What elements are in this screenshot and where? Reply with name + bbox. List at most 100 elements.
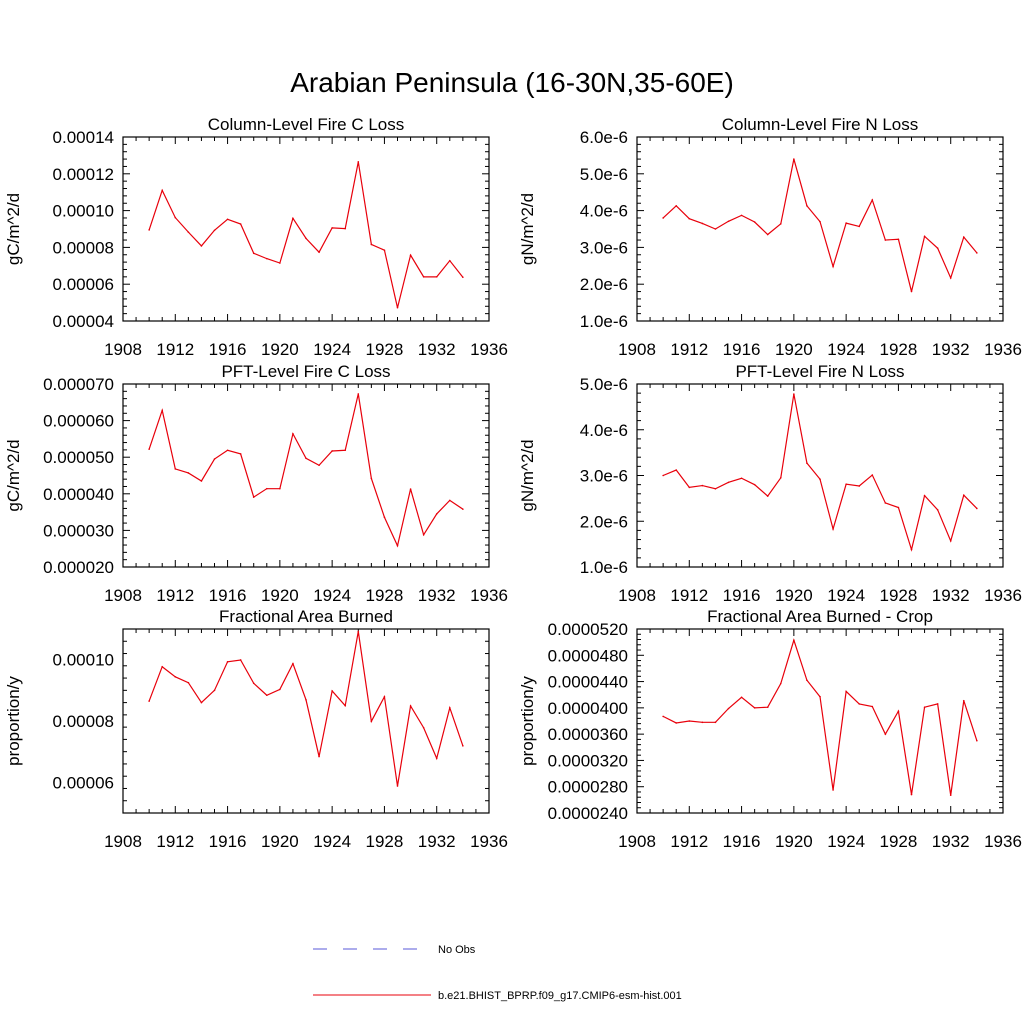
legend: No Obs b.e21.BHIST_BPRP.f09_g17.CMIP6-esm… [313,944,682,1002]
y-tick-label: 0.0000240 [548,804,628,823]
y-tick-label: 0.00010 [53,202,114,221]
chart-panel-3: 1908 1912 1916 1920 1924 1928 1932 1936 0.000020… [4,362,508,605]
data-point [806,462,808,464]
data-point [344,449,347,452]
data-point [779,476,782,479]
data-point [688,720,691,722]
y-tick-label: 0.0000320 [548,751,628,770]
plot-frame [636,136,1004,322]
x-tick-label: 1928 [366,832,404,851]
panel-title: Column-Level Fire N Loss [722,115,919,134]
x-tick-label: 1928 [366,340,404,359]
x-tick-label: 1924 [313,832,351,851]
y-tick-label: 2.0e-6 [580,512,628,531]
legend-label: No Obs [438,944,476,956]
data-point [187,472,190,474]
data-point [396,544,399,547]
data-point [226,661,229,663]
data-point [793,158,795,160]
panel-title: Column-Level Fire C Loss [208,115,405,134]
data-point [793,393,795,395]
x-tick-label: 1916 [209,586,247,605]
data-point [279,262,281,264]
data-point [174,216,177,219]
data-point [370,720,373,723]
data-point [727,481,730,484]
y-tick-label: 5.0e-6 [580,375,628,394]
data-point [858,225,861,228]
y-tick-label: 0.0000440 [548,673,628,692]
series-line [662,393,978,552]
data-point [962,699,965,702]
data-point [383,695,386,698]
data-point [949,794,952,797]
data-point [779,223,782,225]
data-point [701,484,704,487]
data-point [344,227,347,230]
data-point [331,690,333,692]
data-point [793,639,795,641]
data-point [675,205,678,207]
data-point [305,237,307,240]
data-point [396,306,399,309]
data-point [832,265,834,268]
x-tick-label: 1932 [932,586,970,605]
x-tick-label: 1908 [104,832,142,851]
x-tick-label: 1936 [984,586,1022,605]
data-point [435,513,438,515]
data-point [727,220,730,223]
x-tick-label: 1928 [366,586,404,605]
panel-title: PFT-Level Fire N Loss [735,362,904,381]
data-point [766,233,769,236]
data-point [923,706,926,708]
data-point [200,480,203,482]
data-point [897,506,900,509]
data-point [174,468,177,470]
panel-title: PFT-Level Fire C Loss [221,362,390,381]
data-point [740,214,743,217]
x-tick-label: 1932 [418,832,456,851]
data-point [675,469,678,471]
y-axis-label: proportion/y [4,676,23,766]
x-tick-label: 1912 [670,832,708,851]
y-tick-label: 0.000040 [43,485,114,504]
x-tick-label: 1936 [470,340,508,359]
data-point [845,483,847,485]
panel-title: Fractional Area Burned [219,607,393,626]
data-point [701,222,704,225]
x-tick-label: 1920 [775,832,813,851]
x-tick-label: 1936 [984,340,1022,359]
data-point [714,721,717,724]
data-point [662,474,664,477]
data-point [344,704,347,707]
data-point [910,290,913,293]
y-tick-label: 2.0e-6 [580,275,628,294]
x-tick-label: 1912 [156,832,194,851]
x-tick-label: 1924 [313,586,351,605]
data-point [819,695,821,698]
data-point [819,478,821,480]
series-line [148,393,464,548]
data-point [858,703,861,705]
x-tick-label: 1936 [470,832,508,851]
x-tick-label: 1912 [156,586,194,605]
data-point [435,757,438,760]
y-tick-label: 0.00008 [53,238,114,257]
series-line [148,631,464,787]
chart-panel-6: 1908 1912 1916 1920 1924 1928 1932 1936 0.000024… [518,607,1022,851]
x-tick-label: 1916 [723,586,761,605]
data-point [884,502,887,504]
data-point [292,432,294,435]
x-tick-label: 1924 [827,586,865,605]
data-point [936,703,939,705]
data-point [252,252,255,255]
data-point [161,409,164,412]
y-tick-label: 1.0e-6 [580,558,628,577]
data-point [462,508,464,510]
data-point [910,548,913,551]
data-point [396,785,399,787]
y-tick-label: 0.00010 [53,651,114,670]
data-point [265,694,268,697]
data-point [305,457,307,460]
data-point [161,189,164,192]
